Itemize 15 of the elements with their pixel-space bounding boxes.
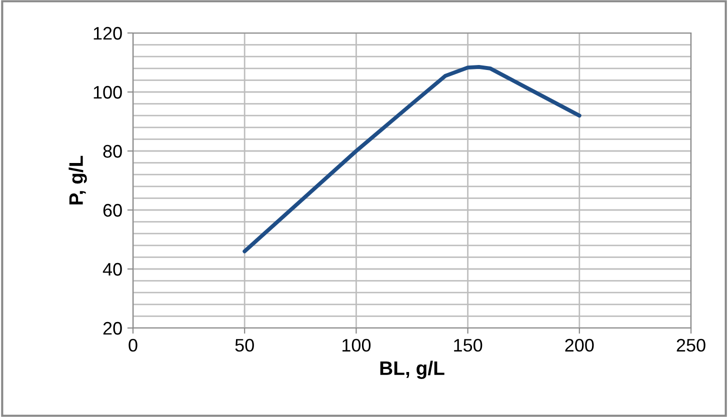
y-tick-label: 20 <box>103 322 122 335</box>
y-axis-title: P, g/L <box>68 156 87 204</box>
y-tick-label: 40 <box>102 262 122 276</box>
x-tick-label: 250 <box>676 338 706 352</box>
y-tick-label: 60 <box>103 204 122 217</box>
x-tick-label: 50 <box>235 338 254 352</box>
x-tick-label: 0 <box>128 338 138 352</box>
x-tick-label: 200 <box>565 338 594 352</box>
y-tick-label: 120 <box>94 26 122 40</box>
x-tick-label: 150 <box>454 338 482 352</box>
x-tick-label: 100 <box>342 338 371 352</box>
line-series <box>242 64 582 254</box>
y-tick-label: 80 <box>103 144 122 158</box>
x-axis-title: BL, g/L <box>380 360 444 380</box>
y-tick-label: 100 <box>94 86 122 99</box>
